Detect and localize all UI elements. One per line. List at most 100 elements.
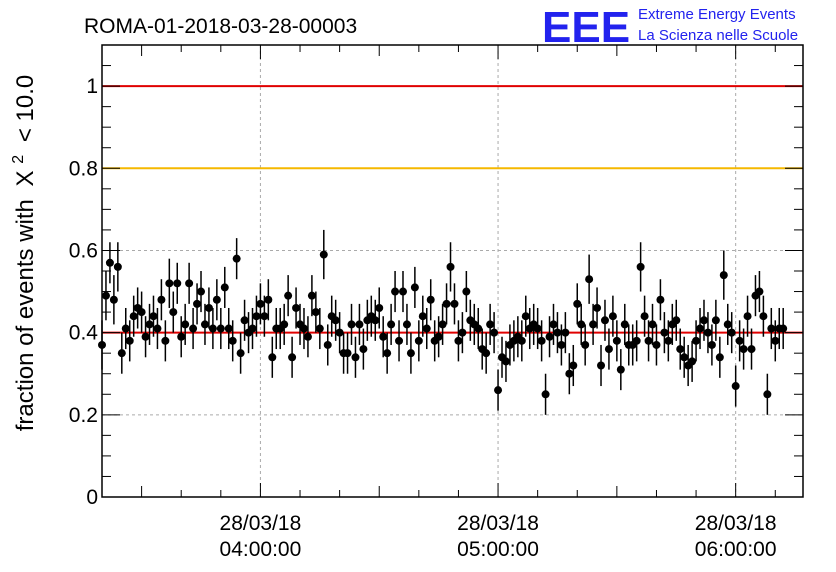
data-point [699, 316, 708, 325]
data-point [755, 287, 764, 296]
data-point [735, 336, 744, 345]
data-point [379, 332, 388, 341]
data-point [593, 303, 602, 312]
data-point [288, 353, 297, 362]
data-point [240, 316, 249, 325]
data-point [410, 283, 419, 292]
data-point [129, 312, 138, 321]
data-point [303, 332, 312, 341]
data-point [311, 308, 320, 317]
chart-title: ROMA-01-2018-03-28-00003 [84, 15, 357, 38]
data-points [98, 229, 788, 415]
data-point [169, 308, 178, 317]
data-point [731, 382, 740, 391]
data-point [446, 262, 455, 271]
data-point [200, 320, 209, 329]
data-point [533, 324, 542, 333]
data-point [359, 345, 368, 354]
logo-letters: EEE [542, 3, 630, 52]
data-point [688, 357, 697, 366]
data-point [747, 345, 756, 354]
data-point [173, 279, 182, 288]
data-point [315, 324, 324, 333]
data-point [391, 287, 400, 296]
data-point [252, 312, 261, 321]
data-point [414, 336, 423, 345]
data-point [145, 320, 154, 329]
data-point [676, 345, 685, 354]
data-point [343, 349, 352, 358]
data-point [490, 328, 499, 337]
data-point [105, 258, 114, 267]
data-point [458, 328, 467, 337]
data-point [299, 324, 308, 333]
data-point [371, 316, 380, 325]
data-point [660, 328, 669, 337]
x-tick-time-label: 06:00:00 [695, 538, 777, 561]
x-tick-date-label: 28/03/18 [220, 512, 302, 535]
data-point [260, 312, 269, 321]
data-point [648, 320, 657, 329]
x-tick-date-label: 28/03/18 [457, 512, 539, 535]
data-point [280, 320, 289, 329]
data-point [395, 336, 404, 345]
data-point [121, 324, 130, 333]
data-point [652, 340, 661, 349]
data-point [604, 345, 613, 354]
data-point [640, 312, 649, 321]
y-tick-label: 0 [86, 486, 98, 509]
x-tick-time-label: 04:00:00 [220, 538, 302, 561]
data-point [256, 299, 265, 308]
data-point [561, 328, 570, 337]
data-point [644, 336, 653, 345]
data-point [307, 291, 316, 300]
y-axis-title: fraction of events with X 2 < 10.0 [2, 75, 39, 431]
data-point [597, 361, 606, 370]
data-point [573, 299, 582, 308]
data-point [779, 324, 788, 333]
data-point [426, 295, 435, 304]
data-point [680, 353, 689, 362]
data-point [208, 324, 217, 333]
data-point [268, 353, 277, 362]
y-axis-title-symbol: X [12, 170, 39, 186]
data-point [109, 295, 118, 304]
data-point [577, 320, 586, 329]
data-point [501, 357, 510, 366]
data-point [438, 320, 447, 329]
data-point [224, 324, 233, 333]
y-axis-title-superscript: 2 [10, 155, 27, 164]
data-point [553, 328, 562, 337]
data-point [759, 312, 768, 321]
data-point [549, 320, 558, 329]
x-tick-date-label: 28/03/18 [695, 512, 777, 535]
data-point [193, 299, 202, 308]
data-point [616, 365, 625, 374]
data-point [656, 295, 665, 304]
y-axis-title-tail: < 10.0 [12, 75, 39, 142]
data-point [335, 328, 344, 337]
data-point [220, 283, 229, 292]
logo-line-1: Extreme Energy Events [638, 6, 796, 23]
data-point [292, 303, 301, 312]
data-point [398, 287, 407, 296]
data-point [406, 349, 415, 358]
data-point [351, 353, 360, 362]
data-point [537, 336, 546, 345]
data-point [157, 295, 166, 304]
data-point [450, 299, 459, 308]
data-point [197, 287, 206, 296]
data-point [236, 349, 245, 358]
data-point [418, 312, 427, 321]
data-point [557, 340, 566, 349]
y-tick-label: 1 [86, 75, 98, 98]
data-point [153, 324, 162, 333]
data-point [612, 336, 621, 345]
data-point [727, 328, 736, 337]
data-point [434, 332, 443, 341]
data-point [545, 332, 554, 341]
data-point [101, 291, 110, 300]
data-point [454, 336, 463, 345]
data-point [228, 336, 237, 345]
data-point [319, 250, 328, 259]
